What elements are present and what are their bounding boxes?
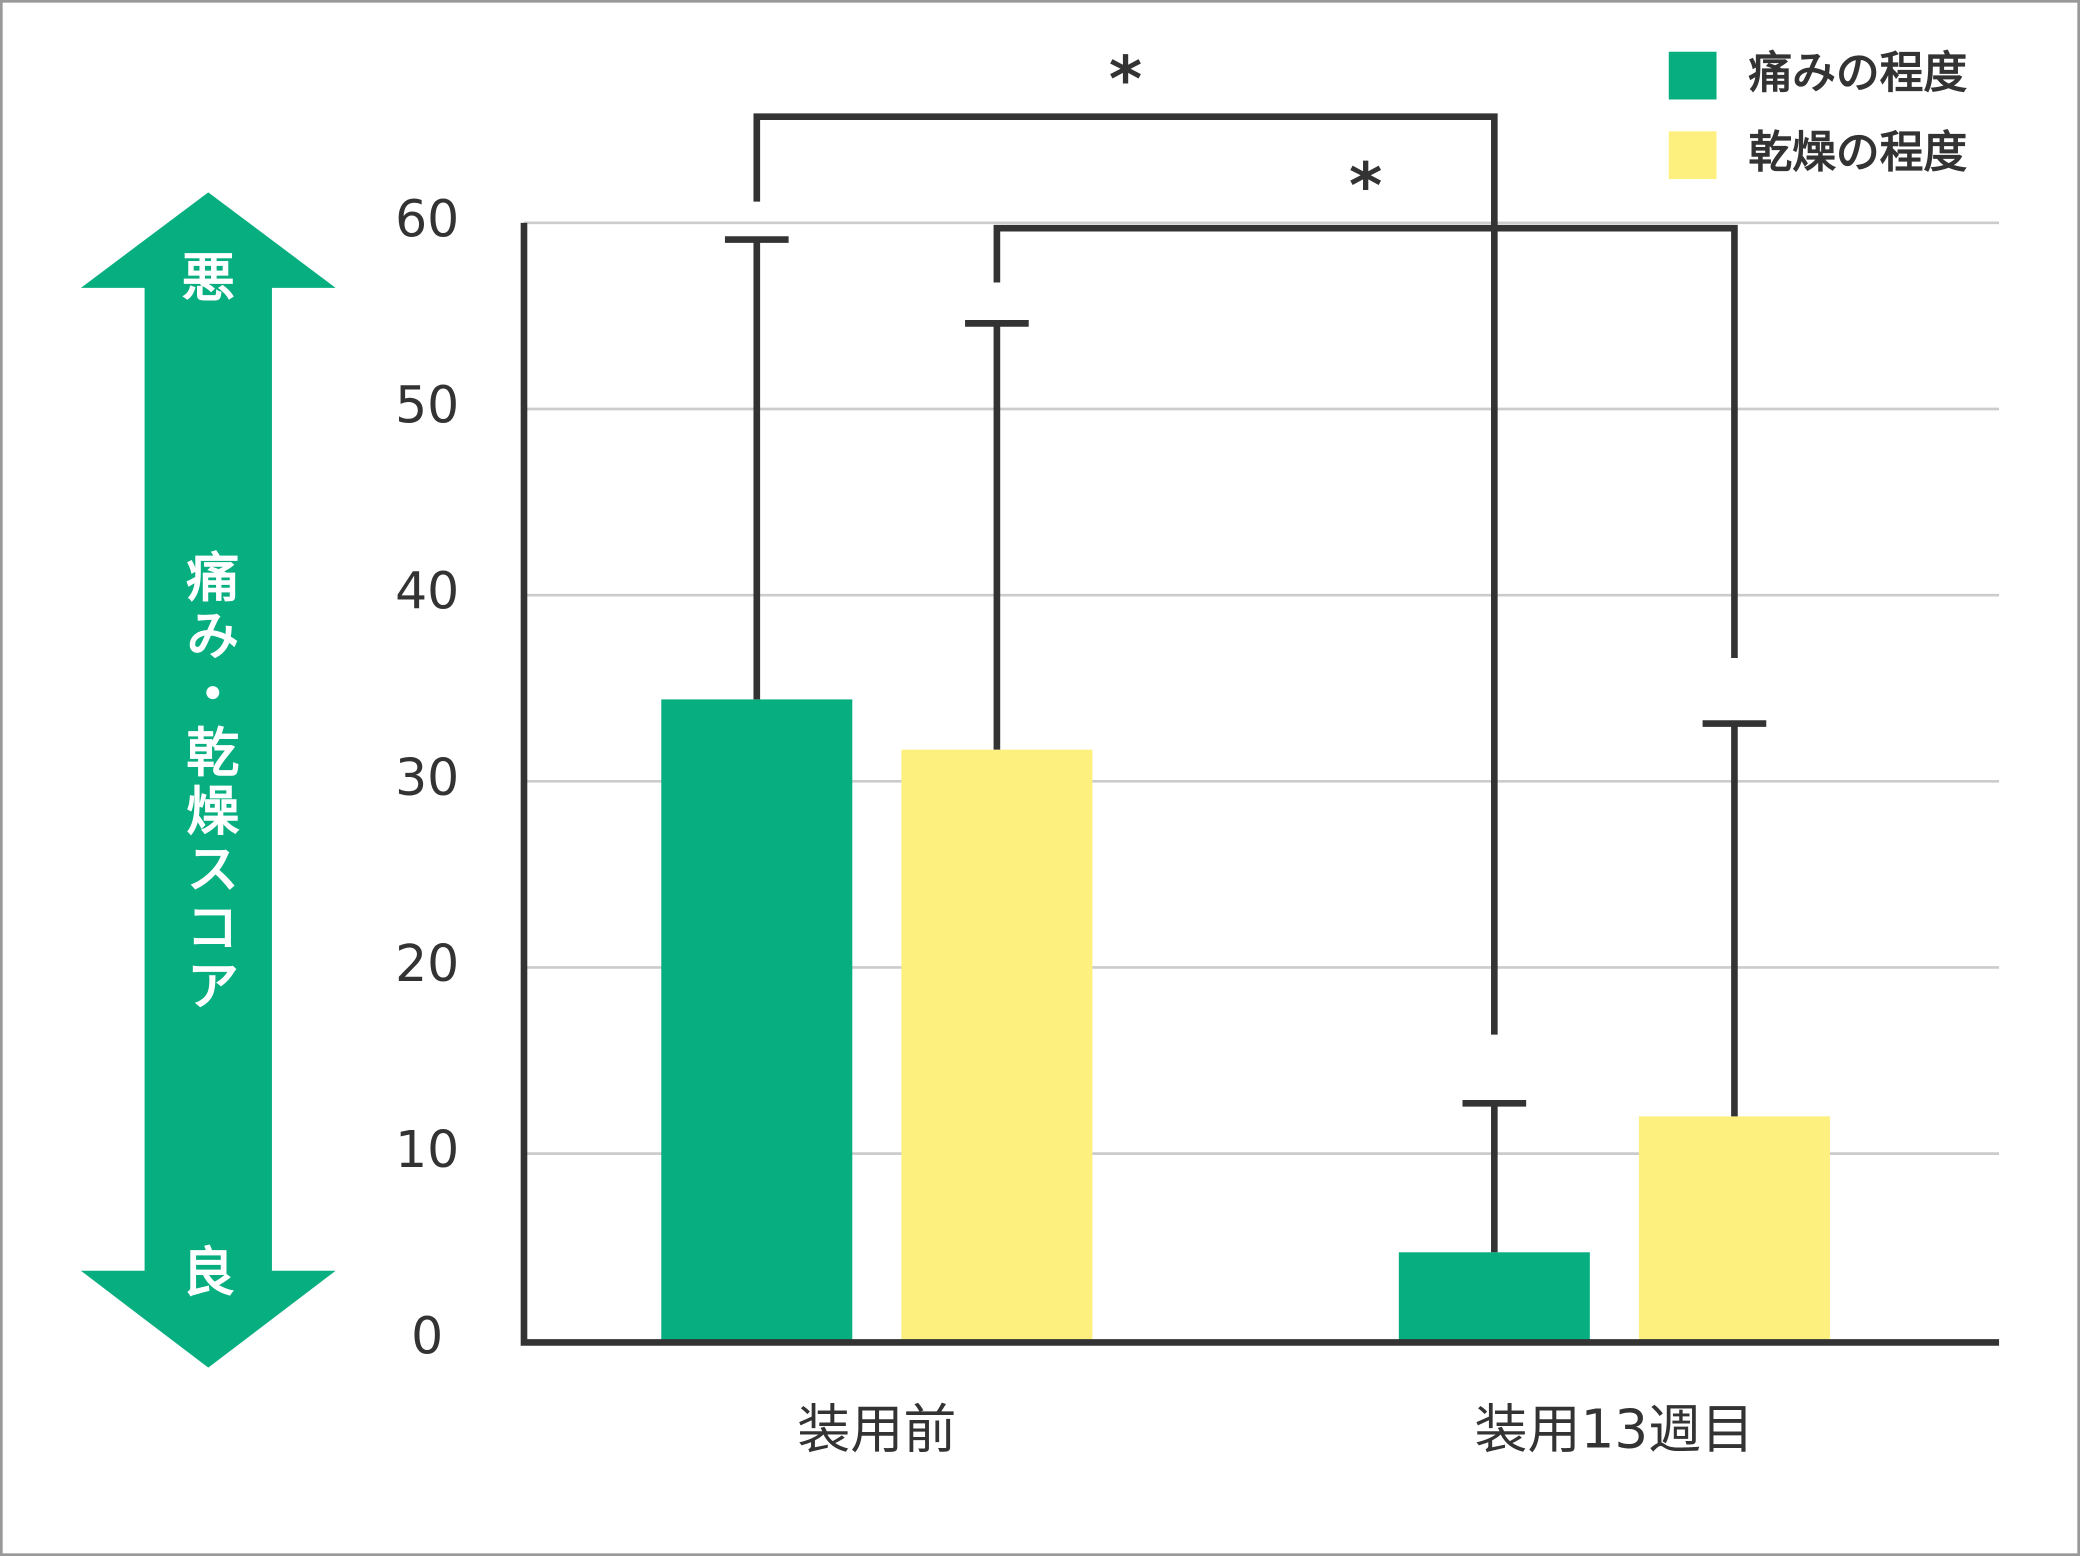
y-tick-label: 20 xyxy=(395,934,459,993)
significance-star: * xyxy=(1109,43,1142,117)
y-tick-label: 60 xyxy=(395,189,459,248)
y-axis-label: 痛み・乾燥スコア xyxy=(177,549,239,1016)
legend-swatch xyxy=(1668,131,1717,180)
y-tick-label: 30 xyxy=(395,748,459,807)
x-tick-label: 装用前 xyxy=(797,1398,956,1460)
legend-label: 痛みの程度 xyxy=(1748,48,1967,99)
y-tick-label: 40 xyxy=(395,562,459,621)
significance-bracket xyxy=(753,113,1498,1035)
significance-star: * xyxy=(1349,149,1382,223)
bar xyxy=(1398,1252,1590,1340)
y-top-label: 悪 xyxy=(182,247,235,309)
bar xyxy=(661,699,853,1340)
y-tick-label: 0 xyxy=(411,1306,443,1365)
significance-bracket xyxy=(993,224,1738,658)
legend-label: 乾燥の程度 xyxy=(1748,127,1967,178)
bar xyxy=(901,749,1093,1340)
axis xyxy=(520,222,2000,1346)
bar xyxy=(1638,1116,1830,1340)
y-tick-label: 10 xyxy=(395,1120,459,1179)
y-bottom-label: 良 xyxy=(182,1242,235,1304)
legend-swatch xyxy=(1668,51,1717,100)
y-tick-label: 50 xyxy=(395,376,459,435)
x-tick-label: 装用13週目 xyxy=(1475,1398,1755,1460)
scale-arrow xyxy=(80,192,336,1368)
